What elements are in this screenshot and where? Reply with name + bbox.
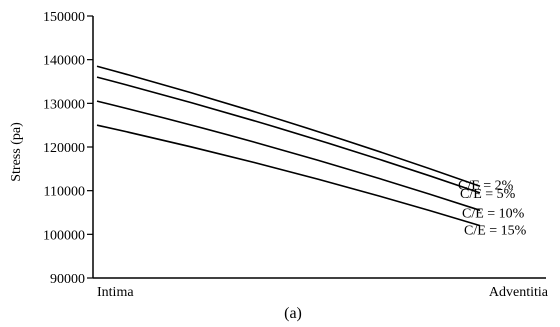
series-label: C/E = 2% [458,178,514,193]
x-category-labels: Intima Adventitia [97,285,549,300]
y-tick-label: 150000 [43,10,85,25]
y-axis-label: Stress (pa) [9,122,24,182]
x-category-label: Adventitia [489,285,549,300]
figure-caption: (a) [284,305,302,322]
series-line [96,124,481,227]
y-tick-label: 120000 [43,141,85,156]
axes [92,16,546,279]
x-category-label: Intima [97,285,134,300]
series-label: C/E = 10% [462,206,525,221]
series-line [96,76,481,194]
series-label: C/E = 5% [460,187,516,202]
series-line [96,100,481,212]
y-tick-label: 130000 [43,97,85,112]
y-ticks: 90000 100000 110000 120000 130000 140000 15000… [43,10,93,287]
series-lines [96,65,481,227]
y-tick-label: 110000 [44,185,85,200]
series-line [96,65,481,188]
y-tick-label: 90000 [50,272,85,287]
y-tick-label: 100000 [43,228,85,243]
series-labels: C/E = 2%C/E = 5% C/E = 10% C/E = 15% [458,178,527,238]
y-tick-label: 140000 [43,54,85,69]
series-label: C/E = 15% [464,224,527,239]
